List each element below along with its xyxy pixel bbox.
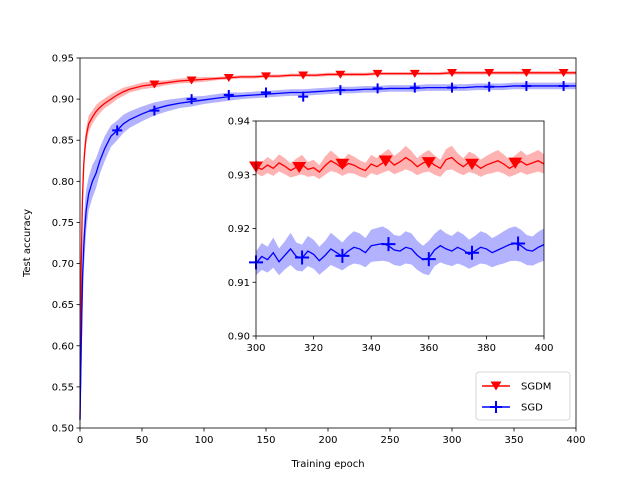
main-sgd-marker	[223, 90, 234, 100]
legend: SGDM SGD	[475, 371, 571, 421]
main-sgdm-marker	[298, 71, 309, 80]
inset-y-tick-label: 0.91	[228, 278, 250, 289]
main-sgdm-marker	[521, 69, 532, 78]
main-sgd-marker	[447, 82, 457, 93]
inset-sgdm-marker	[421, 157, 436, 169]
main-sgdm-marker	[409, 69, 420, 78]
legend-sgdm-label: SGDM	[521, 382, 551, 393]
inset-background	[256, 121, 544, 336]
main-y-tick-label: 0.50	[52, 424, 74, 435]
main-x-tick-label: 100	[194, 435, 213, 446]
main-sgd-marker	[521, 80, 532, 91]
main-sgd-marker	[298, 91, 309, 102]
main-y-tick-label: 0.80	[52, 177, 74, 188]
main-x-tick-label: 300	[442, 435, 461, 446]
inset-y-tick-label: 0.92	[228, 224, 250, 235]
main-sgd-marker	[149, 105, 160, 116]
inset-x-tick-label: 360	[419, 343, 438, 354]
inset-y-tick-label: 0.90	[228, 332, 250, 343]
inset-sgdm-marker	[378, 155, 393, 167]
main-sgdm-marker	[372, 69, 383, 78]
inset-sgdm-marker	[508, 157, 523, 169]
main-sgdm-marker	[484, 69, 495, 78]
main-x-tick-label: 150	[256, 435, 275, 446]
main-sgd-band	[80, 82, 576, 420]
inset-x-tick-label: 400	[534, 343, 553, 354]
inset-y-axis-ticks: 0.90 0.91 0.92 0.93 0.94	[228, 117, 256, 343]
x-axis-label: Training epoch	[290, 459, 364, 470]
main-sgdm-marker	[447, 69, 457, 78]
inset-sgd-line	[255, 242, 545, 264]
main-sgdm-marker	[261, 72, 271, 81]
main-y-axis-ticks: 0.50 0.55 0.60 0.65 0.70 0.75 0.80 0.85 0.90 0.95	[52, 54, 80, 435]
main-sgd-marker	[335, 85, 346, 96]
inset-sgdm-marker	[292, 161, 307, 174]
main-sgdm-marker	[186, 76, 197, 85]
main-confidence-bands	[80, 71, 576, 420]
inset-sgd-marker	[511, 236, 526, 251]
main-y-tick-label: 0.70	[52, 259, 74, 270]
main-x-tick-label: 400	[566, 435, 585, 446]
y-axis-label: Test accuracy	[22, 209, 33, 278]
inset-sgd-marker	[335, 248, 350, 263]
inset-sgd-marker	[381, 237, 396, 252]
main-x-tick-label: 200	[318, 435, 337, 446]
main-y-tick-label: 0.60	[52, 341, 74, 352]
main-sgd-marker	[409, 82, 420, 93]
main-y-tick-label: 0.55	[52, 382, 74, 393]
main-y-tick-label: 0.85	[52, 136, 74, 147]
inset-x-axis-ticks: 300 320 340 360 380 400	[246, 336, 554, 354]
main-sgd-marker	[186, 94, 197, 105]
main-y-tick-label: 0.90	[52, 95, 74, 106]
inset-y-tick-label: 0.93	[228, 170, 250, 181]
main-x-tick-label: 0	[77, 435, 83, 446]
main-x-axis-ticks: 0 50 100 150 200 250 300 350 400	[77, 428, 586, 446]
main-series-markers	[112, 69, 569, 136]
legend-sgdm-marker	[490, 381, 502, 391]
main-sgdm-marker	[149, 80, 160, 89]
main-y-tick-label: 0.75	[52, 218, 74, 229]
main-sgd-marker	[372, 83, 383, 94]
main-sgd-marker	[261, 87, 271, 98]
legend-sgd-marker	[490, 401, 502, 413]
inset-x-tick-label: 300	[246, 343, 265, 354]
main-y-tick-label: 0.95	[52, 54, 74, 65]
inset-sgdm-line	[255, 156, 545, 173]
inset-x-tick-label: 380	[477, 343, 496, 354]
inset-x-tick-label: 340	[362, 343, 381, 354]
main-x-tick-label: 50	[136, 435, 149, 446]
inset-sgdm-marker	[465, 158, 479, 170]
main-sgdm-marker	[223, 73, 234, 82]
main-sgd-marker	[558, 80, 569, 91]
main-x-tick-label: 250	[380, 435, 399, 446]
inset-sgd-marker	[421, 252, 436, 267]
inset-series-markers	[249, 155, 526, 270]
main-y-tick-label: 0.65	[52, 300, 74, 311]
inset-series-lines	[255, 156, 545, 264]
legend-sgd-label: SGD	[521, 403, 543, 414]
main-sgd-marker	[484, 81, 495, 92]
main-sgd-marker	[112, 125, 123, 136]
inset-sgd-marker	[465, 245, 479, 260]
main-sgdm-marker	[335, 70, 346, 79]
inset-sgdm-marker	[335, 158, 350, 170]
main-sgdm-marker	[558, 69, 569, 78]
inset-sgd-marker	[295, 250, 310, 265]
inset-x-tick-label: 320	[304, 343, 323, 354]
main-x-tick-label: 350	[504, 435, 523, 446]
inset-y-tick-label: 0.94	[228, 117, 250, 128]
